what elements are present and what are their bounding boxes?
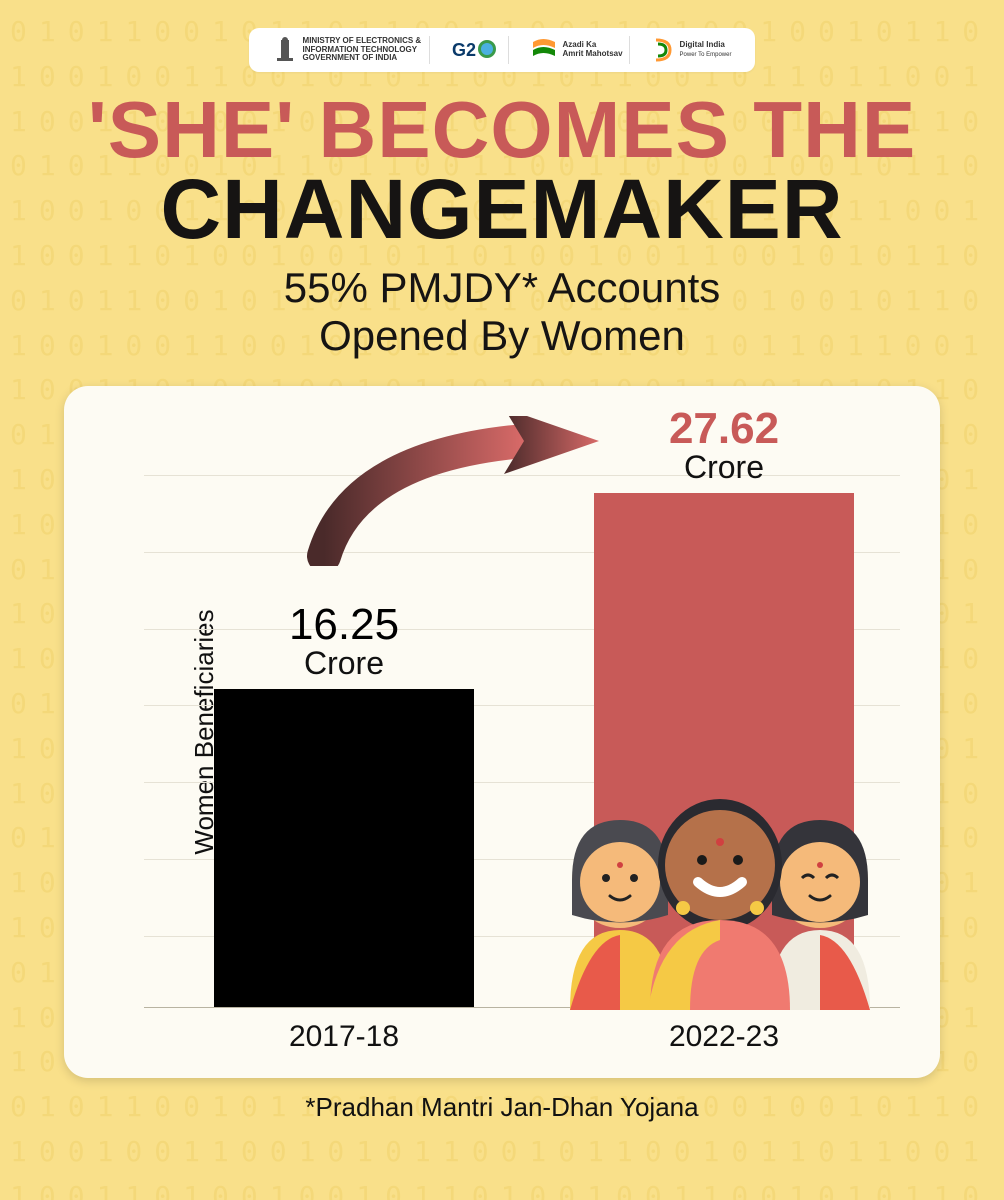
value-unit: Crore — [214, 647, 474, 679]
bar-0 — [214, 689, 474, 1009]
sub-line1: 55% PMJDY* Accounts — [284, 264, 721, 312]
women-illustration — [550, 770, 890, 1010]
value-label-0: 16.25Crore — [214, 603, 474, 679]
value-label-1: 27.62Crore — [594, 407, 854, 483]
azadi-text: Azadi Ka Amrit Mahotsav — [563, 41, 623, 59]
digital-india-logo: Digital India Power To Empower — [646, 36, 738, 64]
digital-icon — [652, 36, 674, 64]
svg-text:G2: G2 — [452, 40, 476, 60]
headline-line2: CHANGEMAKER — [88, 170, 916, 250]
chart-card: Women Beneficiaries — [64, 386, 940, 1078]
value-number: 16.25 — [214, 603, 474, 647]
emblem-icon — [273, 36, 297, 64]
x-label-0: 2017-18 — [214, 1020, 474, 1054]
headline-line1: 'SHE' BECOMES THE — [88, 92, 916, 168]
azadi-logo: Azadi Ka Amrit Mahotsav — [525, 36, 630, 64]
ministry-logo: MINISTRY OF ELECTRONICS & INFORMATION TE… — [267, 36, 430, 64]
g20-logo: G2 — [446, 36, 509, 64]
digital-text: Digital India Power To Empower — [680, 41, 732, 59]
flag-icon — [531, 36, 557, 64]
digital-l1: Digital India — [680, 40, 725, 49]
footnote: *Pradhan Mantri Jan-Dhan Yojana — [305, 1092, 698, 1123]
sub-headline: 55% PMJDY* Accounts Opened By Women — [284, 264, 721, 361]
content-container: MINISTRY OF ELECTRONICS & INFORMATION TE… — [0, 0, 1004, 1200]
azadi-l1: Azadi Ka — [563, 40, 597, 49]
value-unit: Crore — [594, 451, 854, 483]
digital-l2: Power To Empower — [680, 52, 732, 58]
ministry-text: MINISTRY OF ELECTRONICS & INFORMATION TE… — [303, 37, 423, 63]
headline: 'SHE' BECOMES THE CHANGEMAKER — [58, 92, 946, 250]
value-number: 27.62 — [594, 407, 854, 451]
g20-icon: G2 — [452, 36, 502, 64]
sub-line2: Opened By Women — [284, 312, 721, 360]
growth-arrow — [304, 416, 624, 566]
logo-bar: MINISTRY OF ELECTRONICS & INFORMATION TE… — [249, 28, 756, 72]
x-label-1: 2022-23 — [594, 1020, 854, 1054]
azadi-l2: Amrit Mahotsav — [563, 49, 623, 58]
